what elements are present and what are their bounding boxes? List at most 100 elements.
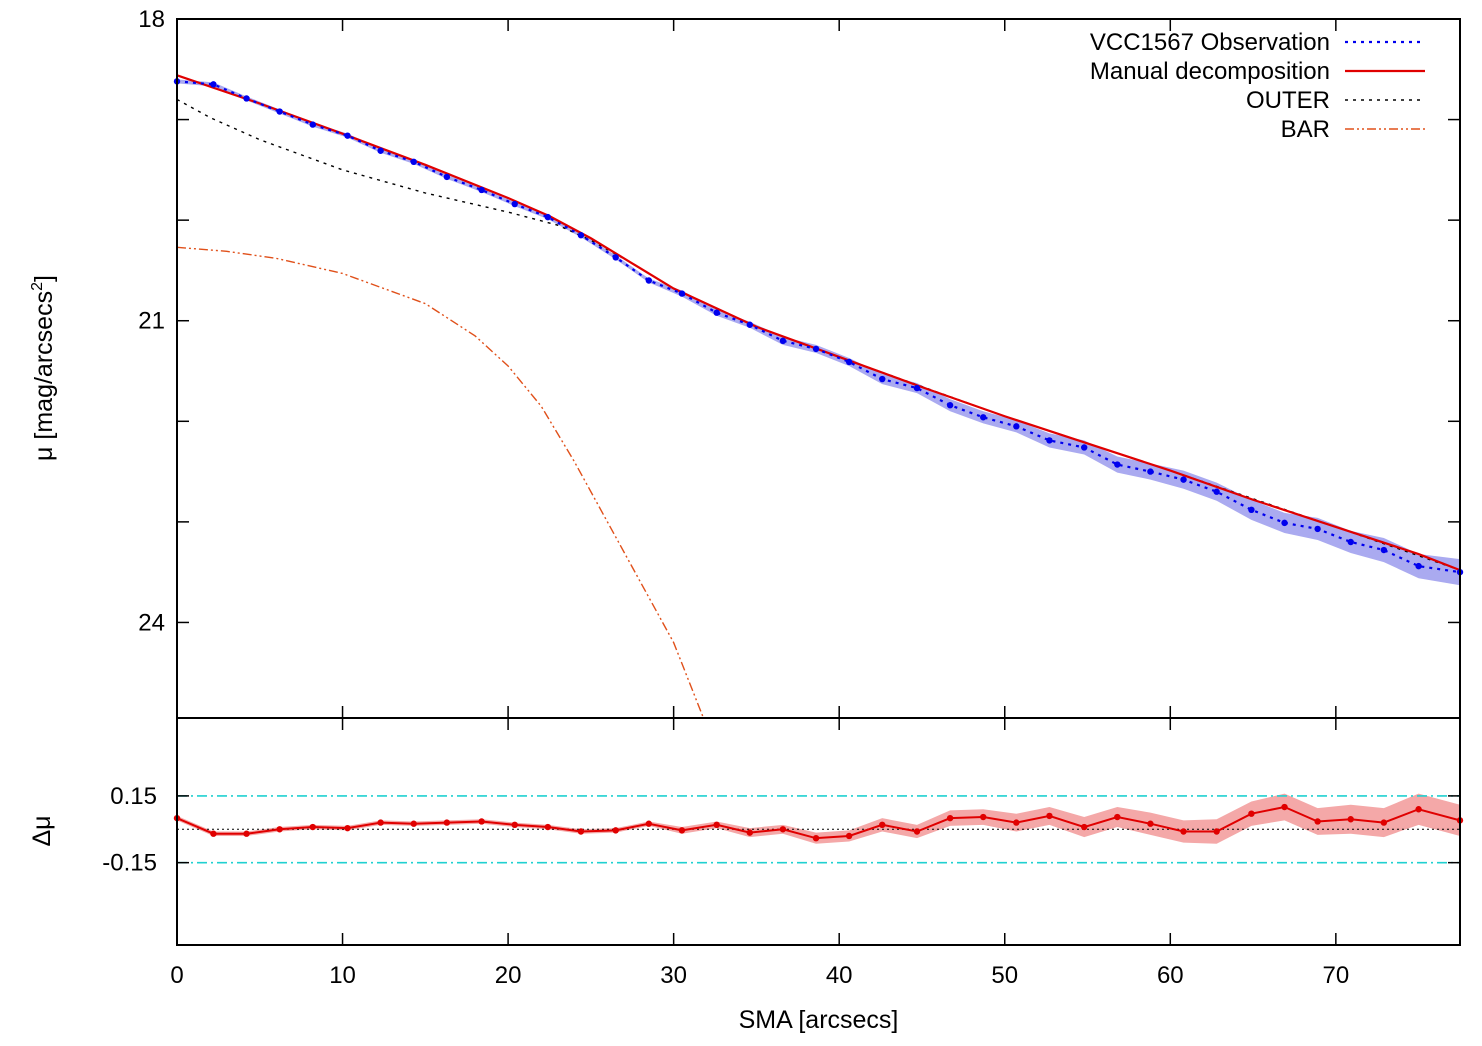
legend-label: BAR bbox=[1281, 116, 1330, 143]
profile-y-axis-label: μ [mag/arcsecs2] bbox=[29, 275, 58, 461]
observation-point bbox=[1213, 488, 1220, 495]
observation-point bbox=[1180, 476, 1187, 483]
residual-plot-frame bbox=[176, 717, 1461, 946]
x-tick-label: 60 bbox=[1157, 962, 1184, 989]
residual-point bbox=[1081, 823, 1088, 831]
profile-y-tick-label: 24 bbox=[138, 609, 165, 636]
residual-y-tick-label: -0.15 bbox=[102, 850, 157, 877]
residual-point bbox=[1314, 818, 1321, 825]
residual-point bbox=[1347, 816, 1354, 823]
residual-error-band bbox=[177, 793, 1460, 844]
residual-point bbox=[612, 827, 619, 834]
observation-point bbox=[309, 121, 316, 128]
observation-point bbox=[1415, 562, 1422, 570]
residual-point bbox=[478, 818, 485, 825]
x-tick-label: 0 bbox=[170, 962, 183, 989]
observation-point bbox=[913, 384, 921, 392]
observation-point bbox=[1046, 437, 1053, 444]
residual-point bbox=[410, 820, 417, 827]
residual-point bbox=[913, 828, 921, 835]
x-tick-label: 70 bbox=[1322, 962, 1349, 989]
residual-point bbox=[544, 823, 552, 831]
residual-point bbox=[779, 826, 787, 833]
observation-point bbox=[946, 402, 954, 409]
residual-point bbox=[577, 828, 585, 835]
observation-point bbox=[443, 173, 451, 181]
residual-point bbox=[511, 821, 518, 829]
observation-point bbox=[210, 81, 217, 88]
observation-point bbox=[612, 254, 619, 261]
x-tick-label: 10 bbox=[329, 962, 356, 989]
observation-point bbox=[577, 232, 585, 239]
observation-point bbox=[1081, 444, 1088, 451]
legend-label: VCC1567 Observation bbox=[1090, 29, 1330, 56]
residual-point bbox=[1147, 820, 1154, 827]
observation-point bbox=[1147, 468, 1154, 475]
observation-point bbox=[344, 132, 351, 139]
residual-point bbox=[1180, 828, 1187, 835]
profile-y-tick-label: 18 bbox=[138, 6, 165, 33]
residual-point bbox=[678, 827, 686, 834]
residual-point bbox=[713, 821, 720, 829]
residual-point bbox=[812, 834, 820, 842]
x-tick-label: 20 bbox=[495, 962, 522, 989]
x-tick-label: 50 bbox=[991, 962, 1018, 989]
profile-y-tick-label: 21 bbox=[138, 308, 165, 335]
observation-point bbox=[377, 147, 384, 154]
observation-point bbox=[812, 345, 820, 353]
residual-point bbox=[1013, 819, 1020, 826]
x-axis-label: SMA [arcsecs] bbox=[739, 1006, 899, 1034]
series-line-outer bbox=[177, 98, 1460, 571]
residual-point bbox=[946, 814, 954, 822]
series-line-vcc1567-observation bbox=[177, 80, 1460, 574]
observation-point bbox=[1281, 519, 1288, 527]
residual-point bbox=[344, 824, 351, 832]
series-line-manual-decomposition bbox=[177, 74, 1460, 572]
residual-point bbox=[243, 830, 250, 837]
residual-point bbox=[309, 823, 316, 831]
residual-point bbox=[1380, 819, 1388, 826]
observation-point bbox=[1013, 423, 1020, 430]
residual-point bbox=[645, 820, 653, 827]
residual-point bbox=[1281, 803, 1288, 811]
profile-panel: 18 21 24 μ [mag/arcsecs2] VCC1567 Observat… bbox=[29, 6, 1464, 719]
observation-point bbox=[511, 200, 518, 208]
residual-point bbox=[443, 819, 451, 826]
observation-point bbox=[746, 321, 753, 328]
profile-y-axis-label-superscript: 2 bbox=[29, 282, 46, 291]
observation-point bbox=[276, 108, 283, 115]
residual-panel: 0.15 -0.15 0 10 20 30 40 50 60 70 Δμ SMA [arcsecs… bbox=[28, 717, 1464, 1034]
observation-point bbox=[243, 95, 250, 102]
observation-point bbox=[410, 158, 417, 166]
residual-point bbox=[276, 826, 283, 833]
observation-point bbox=[980, 414, 987, 421]
residual-point bbox=[980, 813, 987, 821]
residual-point bbox=[879, 821, 886, 829]
observation-point bbox=[678, 290, 686, 297]
observation-point bbox=[879, 375, 886, 383]
residual-y-tick-label: 0.15 bbox=[110, 783, 157, 810]
residual-y-axis-label: Δμ bbox=[28, 815, 56, 846]
residual-point bbox=[1248, 810, 1255, 817]
legend-label: Manual decomposition bbox=[1090, 58, 1330, 85]
observation-point bbox=[544, 213, 552, 221]
observation-point bbox=[1114, 461, 1121, 468]
residual-point bbox=[1114, 813, 1121, 821]
observation-point bbox=[845, 358, 853, 366]
legend-label: OUTER bbox=[1246, 87, 1330, 114]
observation-error-band bbox=[177, 79, 1460, 586]
series-line-bar bbox=[177, 246, 705, 718]
profile-plot-frame bbox=[176, 18, 1461, 719]
observation-point bbox=[478, 186, 485, 194]
residual-point bbox=[845, 832, 853, 840]
observation-point bbox=[713, 309, 720, 316]
residual-point bbox=[1415, 806, 1422, 813]
observation-point bbox=[1380, 546, 1388, 554]
observation-point bbox=[779, 337, 787, 345]
observation-point bbox=[1248, 506, 1255, 514]
x-tick-label: 30 bbox=[660, 962, 687, 989]
residual-point bbox=[377, 819, 384, 826]
residual-point bbox=[746, 829, 753, 836]
observation-point bbox=[645, 277, 653, 284]
